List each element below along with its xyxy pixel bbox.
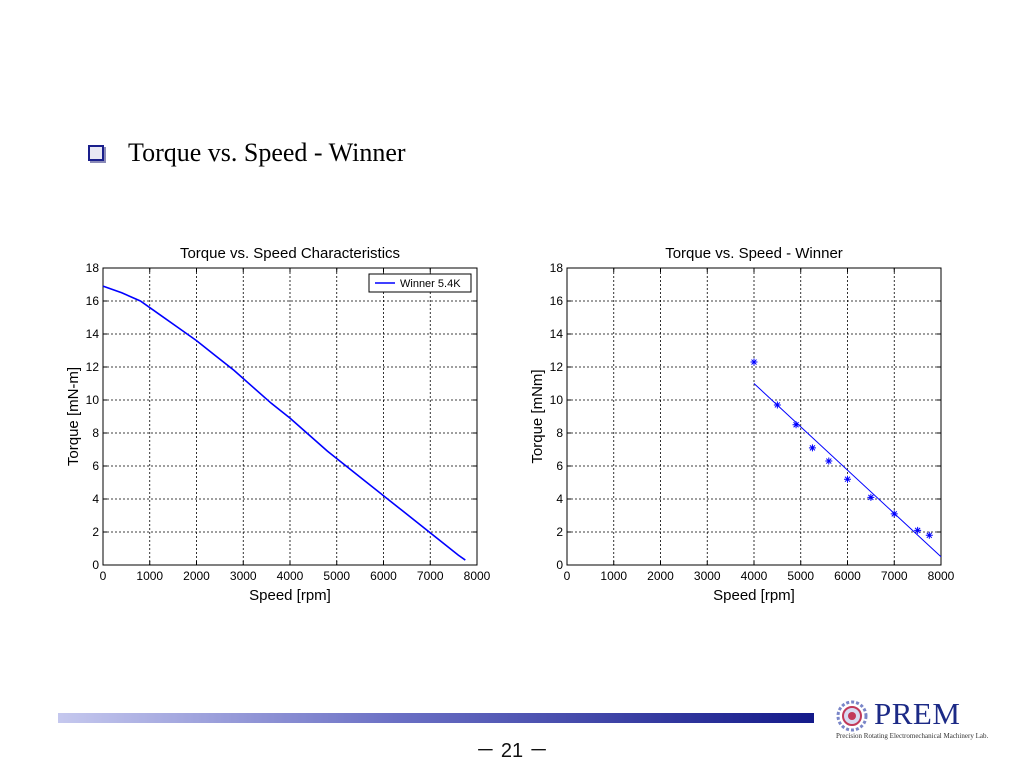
series-line xyxy=(753,383,942,558)
x-tick-label: 2000 xyxy=(647,569,674,583)
bullet-square-icon xyxy=(88,145,104,161)
y-axis-label: Torque [mNm] xyxy=(529,369,546,463)
x-tick-label: 6000 xyxy=(834,569,861,583)
x-tick-label: 6000 xyxy=(370,569,397,583)
x-tick-label: 0 xyxy=(564,569,571,583)
x-tick-label: 4000 xyxy=(277,569,304,583)
x-tick-label: 5000 xyxy=(323,569,350,583)
y-tick-label: 4 xyxy=(556,492,563,506)
y-tick-label: 14 xyxy=(86,327,100,341)
y-tick-label: 16 xyxy=(86,294,100,308)
data-point-marker xyxy=(925,531,933,539)
x-tick-label: 3000 xyxy=(230,569,257,583)
y-tick-label: 10 xyxy=(550,393,564,407)
chart-2: 0 1000 2000 3000 4000 5000 6000 7000 8000 0 2 4 6 8 10… xyxy=(529,245,955,604)
logo-name: PREM xyxy=(874,696,961,731)
y-tick-label: 4 xyxy=(92,492,99,506)
data-point-marker xyxy=(825,457,833,465)
x-tick-label: 7000 xyxy=(881,569,908,583)
data-point-marker xyxy=(914,526,922,534)
data-point-marker xyxy=(867,493,875,501)
y-tick-label: 12 xyxy=(550,360,564,374)
gear-logo-icon xyxy=(836,700,868,732)
y-tick-label: 12 xyxy=(86,360,100,374)
y-tick-label: 18 xyxy=(550,261,564,275)
legend-box xyxy=(368,273,472,293)
x-tick-label: 4000 xyxy=(741,569,768,583)
page-number: － 21 － xyxy=(475,740,549,762)
x-tick-label: 8000 xyxy=(928,569,955,583)
y-axis-label: Torque [mN-m] xyxy=(65,367,82,466)
data-point-marker xyxy=(844,475,851,483)
y-tick-label: 2 xyxy=(556,525,563,539)
y-tick-label: 16 xyxy=(550,294,564,308)
x-tick-label: 0 xyxy=(100,569,107,583)
y-tick-label: 0 xyxy=(92,558,99,572)
legend-label: Winner 5.4K xyxy=(400,278,461,290)
data-point-marker xyxy=(792,421,800,429)
prem-logo: PREM Precision Rotating Electromechanica… xyxy=(836,696,996,744)
x-tick-label: 5000 xyxy=(787,569,814,583)
y-tick-label: 18 xyxy=(86,261,100,275)
x-axis-label: Speed [rpm] xyxy=(249,587,331,604)
x-tick-label: 2000 xyxy=(183,569,210,583)
x-tick-label: 3000 xyxy=(694,569,721,583)
series-line xyxy=(102,285,466,561)
data-point-marker xyxy=(808,444,816,452)
x-tick-label: 7000 xyxy=(417,569,444,583)
chart-title: Torque vs. Speed Characteristics xyxy=(180,245,400,262)
y-tick-label: 6 xyxy=(92,459,99,473)
chart-title: Torque vs. Speed - Winner xyxy=(665,245,843,262)
legend: Winner 5.4K xyxy=(368,273,472,293)
y-tick-label: 14 xyxy=(550,327,564,341)
y-tick-label: 8 xyxy=(556,426,563,440)
y-tick-label: 8 xyxy=(92,426,99,440)
slide-title: Torque vs. Speed - Winner xyxy=(128,138,406,167)
x-axis-label: Speed [rpm] xyxy=(713,587,795,604)
y-tick-label: 0 xyxy=(556,558,563,572)
bullet-item: Torque vs. Speed - Winner xyxy=(88,138,406,168)
chart-1: 0 1000 2000 3000 4000 5000 6000 7000 8000 0 2 4 6 8 10… xyxy=(65,245,491,604)
y-tick-label: 10 xyxy=(86,393,100,407)
y-tick-label: 6 xyxy=(556,459,563,473)
y-tick-label: 2 xyxy=(92,525,99,539)
x-tick-label: 1000 xyxy=(600,569,627,583)
footer-gradient-bar xyxy=(58,713,814,723)
x-tick-label: 1000 xyxy=(136,569,163,583)
logo-subtitle: Precision Rotating Electromechanical Mac… xyxy=(836,732,989,740)
x-tick-label: 8000 xyxy=(464,569,491,583)
data-point-marker xyxy=(750,358,758,366)
